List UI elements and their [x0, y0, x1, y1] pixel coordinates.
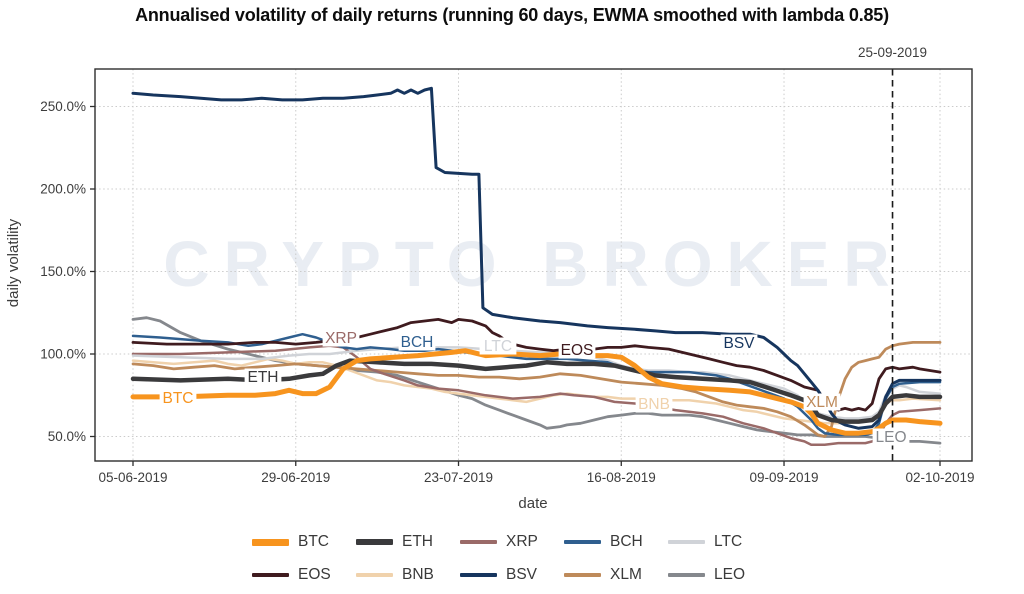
- series-line-eth: [130, 358, 943, 424]
- watermark-text: CRYPTO BROKER: [163, 228, 903, 300]
- series-line-bch: [131, 332, 942, 437]
- legend-item-ltc: LTC: [668, 531, 772, 553]
- series-label-bg-ltc: [479, 337, 517, 355]
- x-axis-title: date: [518, 495, 548, 512]
- legend-swatch-eos: [252, 573, 289, 577]
- x-tick-label: 02-10-2019: [905, 470, 974, 485]
- x-tick-label: 23-07-2019: [424, 470, 493, 485]
- x-tick-label: 16-08-2019: [587, 470, 656, 485]
- y-tick-label: 250.0%: [40, 99, 86, 114]
- legend-label-bnb: BNB: [402, 566, 434, 584]
- legend-label-eth: ETH: [402, 533, 433, 551]
- series-label-bg-xlm: [803, 393, 841, 411]
- legend-swatch-leo: [668, 573, 705, 577]
- series-label-bg-leo: [872, 428, 910, 446]
- legend-label-bch: BCH: [610, 533, 643, 551]
- series-label-eos: EOS: [561, 342, 594, 359]
- series-label-xlm: XLM: [806, 394, 838, 411]
- legend-item-btc: BTC: [252, 531, 356, 553]
- legend-label-leo: LEO: [714, 566, 746, 584]
- series-line-xrp: [131, 344, 942, 447]
- legend-label-xrp: XRP: [506, 533, 538, 551]
- legend-item-xrp: XRP: [460, 531, 564, 553]
- series-line-eos: [131, 317, 942, 412]
- series-label-btc: BTC: [163, 390, 194, 407]
- legend-swatch-xlm: [564, 573, 601, 577]
- y-tick-label: 50.0%: [48, 429, 86, 444]
- series-label-bg-btc: [159, 389, 197, 407]
- legend-swatch-btc: [252, 538, 289, 546]
- legend-label-ltc: LTC: [714, 533, 743, 551]
- series-label-bsv: BSV: [723, 335, 755, 352]
- legend-item-xlm: XLM: [564, 564, 668, 586]
- y-tick-label: 100.0%: [40, 347, 86, 362]
- series-label-bg-eth: [244, 368, 282, 386]
- x-tick-label: 09-09-2019: [749, 470, 818, 485]
- legend-label-xlm: XLM: [610, 566, 642, 584]
- legend-swatch-bsv: [460, 573, 497, 577]
- legend-label-bsv: BSV: [506, 566, 538, 584]
- series-label-bg-xrp: [322, 329, 360, 347]
- legend-item-bsv: BSV: [460, 564, 564, 586]
- series-line-ltc: [131, 346, 942, 420]
- series-label-xrp: XRP: [325, 330, 357, 347]
- annotation-date-label: 25-09-2019: [857, 45, 928, 60]
- series-label-bg-bnb: [635, 395, 673, 413]
- x-tick-label: 29-06-2019: [261, 470, 330, 485]
- legend-item-leo: LEO: [668, 564, 772, 586]
- legend-item-eth: ETH: [356, 531, 460, 553]
- legend-item-bch: BCH: [564, 531, 668, 553]
- series-label-leo: LEO: [875, 429, 906, 446]
- x-tick-label: 05-06-2019: [98, 470, 167, 485]
- chart-title: Annualised volatility of daily returns (…: [135, 5, 889, 25]
- legend: BTC ETH XRP BCH LTC EOS BNB BSV XLM LEO: [0, 531, 1024, 586]
- legend-item-eos: EOS: [252, 564, 356, 586]
- series-label-bch: BCH: [401, 334, 434, 351]
- legend-swatch-xrp: [460, 540, 497, 544]
- plot-border: [94, 68, 973, 462]
- legend-grid: BTC ETH XRP BCH LTC EOS BNB BSV XLM LEO: [252, 531, 772, 586]
- series-label-bg-bch: [398, 333, 436, 351]
- legend-label-btc: BTC: [298, 533, 329, 551]
- series-label-bg-eos: [558, 341, 596, 359]
- legend-item-bnb: BNB: [356, 564, 460, 586]
- series-label-bnb: BNB: [638, 396, 670, 413]
- legend-swatch-ltc: [668, 540, 705, 544]
- series-label-eth: ETH: [248, 369, 279, 386]
- legend-swatch-eth: [356, 538, 393, 546]
- y-tick-label: 150.0%: [40, 264, 86, 279]
- series-label-ltc: LTC: [484, 338, 512, 355]
- legend-swatch-bnb: [356, 573, 393, 577]
- plot-area: CRYPTO BROKER 250.0% 200.0% 150.0% 100.0% 50.…: [40, 68, 975, 485]
- legend-label-eos: EOS: [298, 566, 331, 584]
- legend-swatch-bch: [564, 540, 601, 544]
- series-label-bg-bsv: [720, 334, 758, 352]
- y-tick-label: 200.0%: [40, 182, 86, 197]
- series-line-btc: [130, 348, 943, 436]
